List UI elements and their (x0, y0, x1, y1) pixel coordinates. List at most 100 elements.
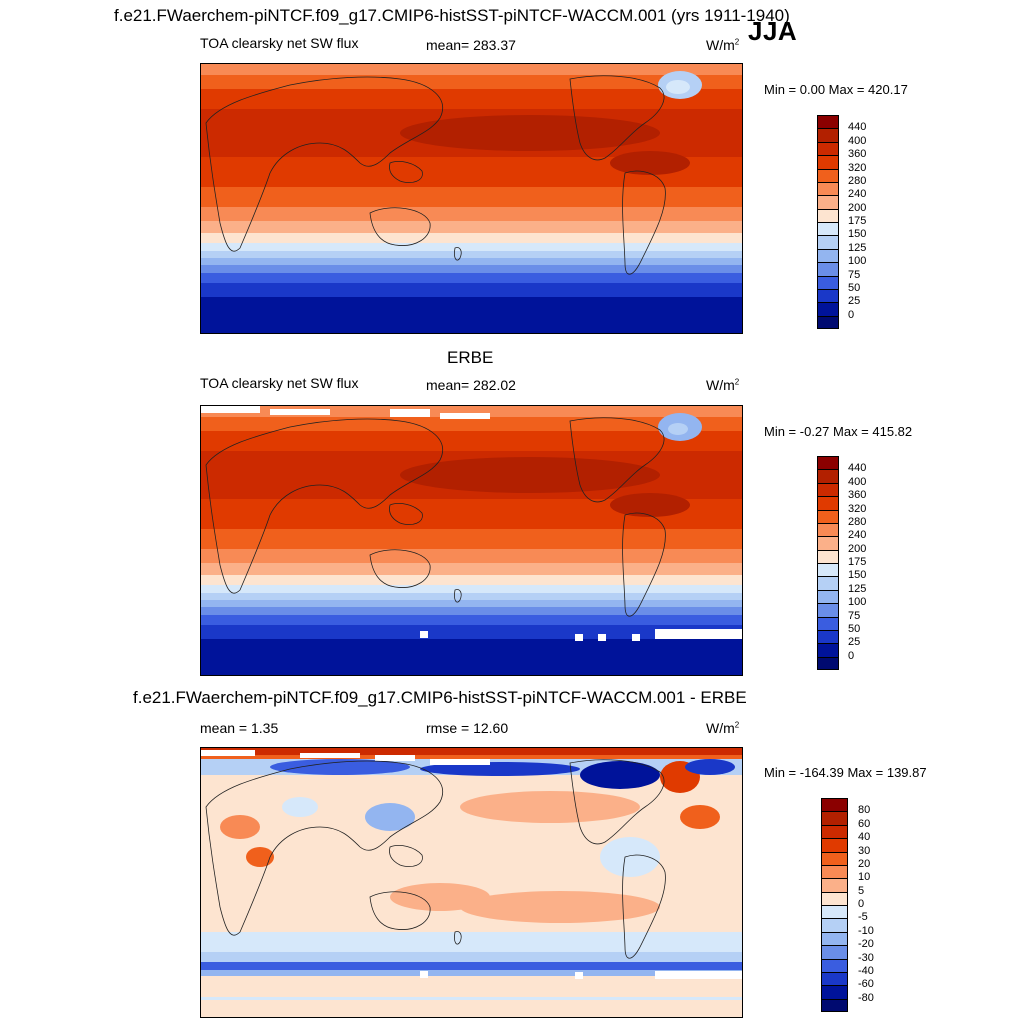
colorbar-tick-label: 10 (858, 871, 871, 884)
colorbar-box (817, 496, 839, 510)
colorbar-box (821, 918, 848, 932)
colorbar-tick-label: 5 (858, 884, 865, 897)
colorbar-box (817, 222, 839, 236)
colorbar-box (821, 945, 848, 959)
panel2-mean: mean= 282.02 (426, 377, 516, 393)
colorbar-box (817, 616, 839, 630)
panel2-units: W/m2 (706, 377, 740, 393)
colorbar-box (817, 248, 839, 263)
colorbar-tick-label: 175 (848, 215, 867, 227)
colorbar-box (821, 905, 848, 919)
colorbar-box (817, 456, 839, 470)
colorbar-box (821, 838, 848, 852)
colorbar-tick-label: 320 (848, 161, 867, 174)
panel3-rmse: rmse = 12.60 (426, 720, 509, 736)
colorbar-tick-label: 200 (848, 201, 867, 214)
colorbar-box (817, 482, 839, 497)
colorbar-tick-label: -60 (858, 978, 874, 991)
colorbar-box (817, 656, 839, 670)
colorbar-tick-label: 320 (848, 502, 867, 515)
colorbar-box (817, 235, 839, 249)
panel1-colorbar (817, 115, 839, 329)
colorbar-box (821, 958, 848, 972)
colorbar-tick-label: 60 (858, 817, 871, 830)
colorbar-box (821, 824, 848, 839)
colorbar-box (817, 181, 839, 196)
colorbar-tick-label: -10 (858, 924, 874, 937)
colorbar-tick-label: 240 (848, 529, 867, 542)
colorbar-tick-label: 440 (848, 121, 867, 134)
colorbar-tick-label: 25 (848, 295, 861, 308)
colorbar-box (817, 469, 839, 483)
panel2-minmax: Min = -0.27 Max = 415.82 (764, 424, 913, 439)
colorbar-tick-label: 100 (848, 255, 867, 268)
colorbar-box (817, 629, 839, 644)
colorbar-tick-label: 150 (848, 228, 867, 241)
colorbar-box (817, 155, 839, 169)
colorbar-box (817, 549, 839, 563)
colorbar-box (821, 798, 848, 812)
colorbar-box (821, 891, 848, 905)
panel1-minmax: Min = 0.00 Max = 420.17 (764, 82, 908, 97)
panel2-title: ERBE (447, 348, 494, 367)
colorbar-tick-label: 280 (848, 515, 867, 528)
colorbar-tick-label: 125 (848, 582, 867, 595)
colorbar-tick-label: 175 (848, 556, 867, 568)
colorbar-tick-label: 280 (848, 174, 867, 187)
panel2-colorbar (817, 456, 839, 670)
colorbar-box (821, 811, 848, 825)
colorbar-box (817, 168, 839, 182)
colorbar-box (817, 643, 839, 657)
colorbar-tick-label: 50 (848, 622, 861, 635)
colorbar-box (817, 576, 839, 590)
season-label: JJA (748, 16, 798, 46)
colorbar-box (817, 302, 839, 316)
colorbar-tick-label: 20 (858, 857, 871, 870)
colorbar-box (817, 288, 839, 303)
colorbar-box (817, 522, 839, 537)
colorbar-tick-label: 50 (848, 281, 861, 294)
colorbar-tick-label: 240 (848, 188, 867, 201)
panel3-units: W/m2 (706, 720, 740, 736)
colorbar-box (821, 998, 848, 1012)
panel3-mean: mean = 1.35 (200, 720, 279, 736)
colorbar-tick-label: 0 (848, 308, 855, 321)
panel3-colorbar (821, 798, 848, 1012)
colorbar-tick-label: -80 (858, 991, 874, 1004)
panel2-variable: TOA clearsky net SW flux (200, 375, 359, 391)
colorbar-box (817, 208, 839, 222)
colorbar-tick-label: -40 (858, 964, 874, 977)
colorbar-tick-label: 150 (848, 569, 867, 582)
colorbar-tick-label: 400 (848, 475, 867, 488)
colorbar-tick-label: 25 (848, 636, 861, 649)
colorbar-tick-label: 75 (848, 268, 861, 281)
colorbar-tick-label: 0 (858, 898, 865, 910)
colorbar-tick-label: 40 (858, 831, 871, 844)
colorbar-box (817, 195, 839, 209)
colorbar-box (821, 864, 848, 879)
colorbar-tick-label: 100 (848, 596, 867, 609)
panel3-map (200, 747, 743, 1018)
colorbar-tick-label: 360 (848, 148, 867, 161)
colorbar-tick-label: 125 (848, 241, 867, 254)
panel1-mean: mean= 283.37 (426, 37, 516, 53)
colorbar-tick-label: 80 (858, 804, 871, 817)
colorbar-box (821, 985, 848, 999)
panel3-minmax: Min = -164.39 Max = 139.87 (764, 765, 927, 780)
panel1-variable: TOA clearsky net SW flux (200, 35, 359, 51)
colorbar-box (817, 563, 839, 577)
colorbar-box (821, 971, 848, 986)
colorbar-tick-label: -20 (858, 938, 874, 951)
colorbar-tick-label: -5 (858, 911, 868, 924)
colorbar-tick-label: -30 (858, 951, 874, 964)
colorbar-tick-label: 75 (848, 609, 861, 622)
colorbar-tick-label: 440 (848, 462, 867, 475)
figure-title: f.e21.FWaerchem-piNTCF.f09_g17.CMIP6-his… (114, 6, 790, 25)
colorbar-box (817, 315, 839, 329)
colorbar-tick-label: 200 (848, 542, 867, 555)
colorbar-box (817, 589, 839, 604)
colorbar-box (817, 509, 839, 523)
colorbar-tick-label: 360 (848, 489, 867, 502)
colorbar-box (817, 262, 839, 276)
colorbar-box (817, 536, 839, 550)
